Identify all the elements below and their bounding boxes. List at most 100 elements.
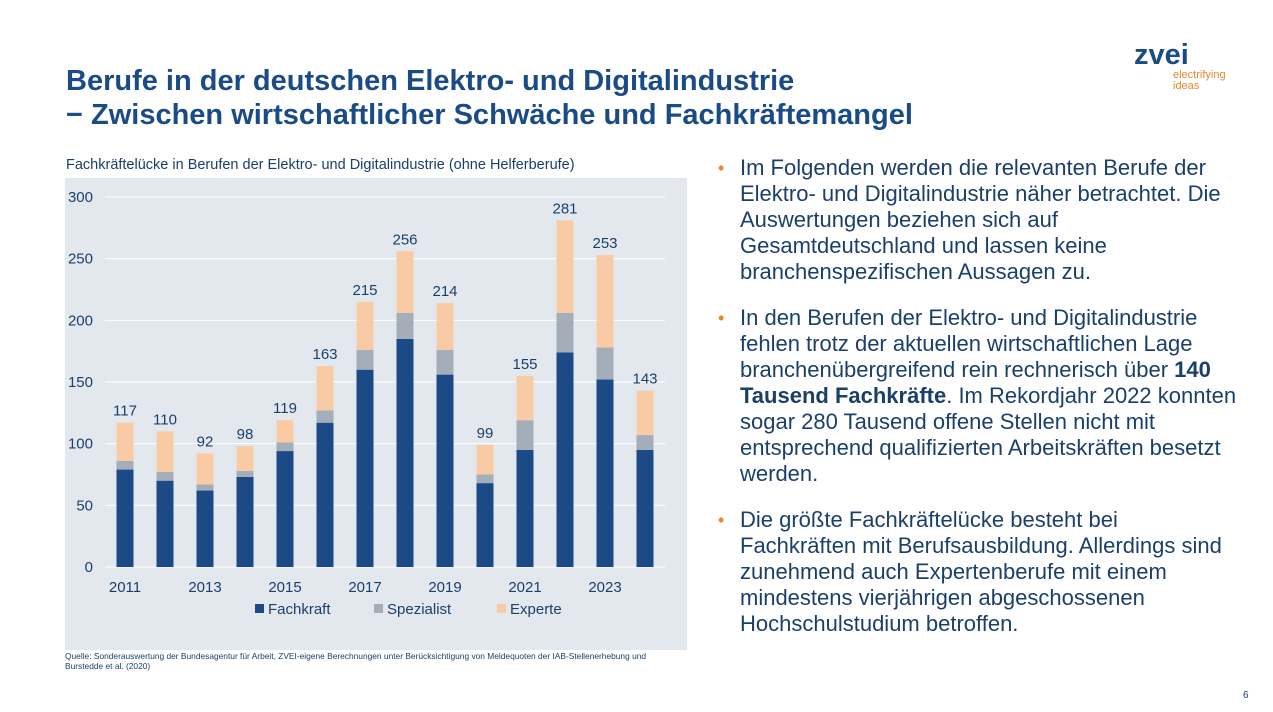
y-tick-label: 150 — [68, 374, 93, 391]
legend-swatch — [255, 604, 264, 613]
data-label: 110 — [153, 411, 177, 428]
bar-fachkraft — [356, 369, 374, 567]
bar-fachkraft — [116, 469, 134, 567]
legend-label: Spezialist — [387, 601, 452, 618]
bullet-dot-icon: • — [718, 158, 725, 178]
bar-fachkraft — [596, 379, 614, 567]
logo-tag-line1: electrifying — [1173, 69, 1226, 81]
bar-experte — [396, 251, 414, 313]
y-tick-label: 50 — [76, 497, 93, 514]
source-note: Quelle: Sonderauswertung der Bundesagent… — [65, 651, 647, 671]
bullet-text-2-bold: 140 Tausend Fachkräfte — [740, 357, 1211, 408]
bar-fachkraft — [156, 480, 174, 567]
y-tick-label: 0 — [85, 559, 93, 576]
bar-spezialist — [396, 312, 414, 339]
bar-experte — [436, 303, 454, 350]
bar-spezialist — [516, 420, 534, 450]
data-label: 92 — [197, 434, 214, 451]
bar-fachkraft — [556, 352, 574, 567]
bullet-dot-icon: • — [718, 308, 725, 328]
bullet-text-3: Die größte Fachkräftelücke besteht bei F… — [740, 507, 1222, 636]
chart-area: 0 50 100 150 200 250 300 117 2011 110 92 2013 98 119 2… — [65, 178, 687, 650]
bullet-dot-icon: • — [718, 510, 725, 530]
bar-spezialist — [236, 470, 254, 477]
data-label: 253 — [592, 235, 617, 252]
bar-experte — [516, 375, 534, 421]
bar-experte — [356, 301, 374, 350]
data-label: 143 — [632, 371, 657, 388]
bar-fachkraft — [276, 451, 294, 567]
bullet-item-1: • Im Folgenden werden die relevanten Ber… — [718, 155, 1238, 285]
bar-fachkraft — [396, 338, 414, 567]
bar-fachkraft — [236, 476, 254, 567]
logo-tag-line2: ideas — [1173, 80, 1200, 92]
legend-swatch — [497, 604, 506, 613]
bar-spezialist — [436, 349, 454, 375]
bar-spezialist — [276, 442, 294, 452]
bar-spezialist — [156, 472, 174, 481]
y-tick-label: 250 — [68, 251, 93, 268]
chart-title: Fachkräftelücke in Berufen der Elektro- … — [66, 157, 575, 173]
legend-label: Experte — [510, 601, 562, 618]
bar-spezialist — [636, 435, 654, 450]
x-tick-label: 2013 — [188, 579, 221, 596]
bullet-text-2-pre: In den Berufen der Elektro- und Digitali… — [740, 305, 1198, 382]
bar-fachkraft — [436, 374, 454, 567]
slide-title: Berufe in der deutschen Elektro- und Dig… — [66, 64, 1066, 132]
x-tick-label: 2021 — [508, 579, 541, 596]
data-label: 163 — [312, 346, 337, 363]
slide-title-line1: Berufe in der deutschen Elektro- und Dig… — [66, 65, 795, 97]
bar-experte — [276, 420, 294, 443]
page-number: 6 — [1243, 690, 1249, 701]
data-label: 155 — [512, 356, 537, 373]
zvei-logo: zvei electrifying ideas — [1134, 40, 1226, 92]
bar-fachkraft — [476, 483, 494, 567]
bullet-list: • Im Folgenden werden die relevanten Ber… — [718, 155, 1238, 657]
bar-fachkraft — [516, 449, 534, 567]
x-tick-label: 2017 — [348, 579, 381, 596]
bar-experte — [636, 390, 654, 436]
bullet-item-3: • Die größte Fachkräftelücke besteht bei… — [718, 507, 1238, 637]
data-label: 117 — [113, 403, 137, 420]
logo-word: zvei — [1134, 39, 1189, 71]
bar-fachkraft — [636, 449, 654, 567]
bullet-text-2-post: . Im Rekordjahr 2022 konnten sogar 280 T… — [740, 383, 1237, 486]
data-label: 256 — [392, 231, 417, 248]
bar-experte — [156, 431, 174, 473]
y-tick-label: 100 — [68, 436, 93, 453]
bar-spezialist — [356, 349, 374, 370]
y-tick-label: 200 — [68, 312, 93, 329]
bullet-text-1: Im Folgenden werden die relevanten Beruf… — [740, 155, 1221, 284]
data-label: 99 — [477, 425, 494, 442]
bar-fachkraft — [196, 490, 214, 567]
bar-experte — [596, 254, 614, 348]
bar-experte — [196, 453, 214, 485]
y-tick-label: 300 — [68, 189, 93, 206]
x-tick-label: 2019 — [428, 579, 461, 596]
bar-experte — [236, 446, 254, 471]
slide-title-line2: − Zwischen wirtschaftlicher Schwäche und… — [66, 99, 913, 131]
legend-label: Fachkraft — [268, 601, 331, 618]
bar-spezialist — [316, 410, 334, 423]
bullet-item-2: • In den Berufen der Elektro- und Digita… — [718, 305, 1238, 487]
data-label: 215 — [352, 282, 377, 299]
data-label: 281 — [552, 200, 577, 217]
x-tick-label: 2023 — [588, 579, 621, 596]
bar-spezialist — [476, 474, 494, 484]
x-tick-label: 2015 — [268, 579, 301, 596]
bar-spezialist — [596, 347, 614, 380]
data-label: 214 — [432, 283, 457, 300]
bar-experte — [556, 220, 574, 313]
bar-spezialist — [116, 460, 134, 470]
bar-spezialist — [196, 484, 214, 491]
x-tick-label: 2011 — [109, 579, 141, 596]
data-label: 98 — [237, 426, 254, 443]
bar-experte — [116, 422, 134, 461]
bar-spezialist — [556, 312, 574, 353]
bar-experte — [476, 444, 494, 475]
legend-swatch — [374, 604, 383, 613]
stacked-bar-chart: 0 50 100 150 200 250 300 117 2011 110 92 2013 98 119 2… — [68, 189, 665, 618]
bar-experte — [316, 365, 334, 411]
bar-fachkraft — [316, 422, 334, 567]
data-label: 119 — [273, 400, 297, 417]
